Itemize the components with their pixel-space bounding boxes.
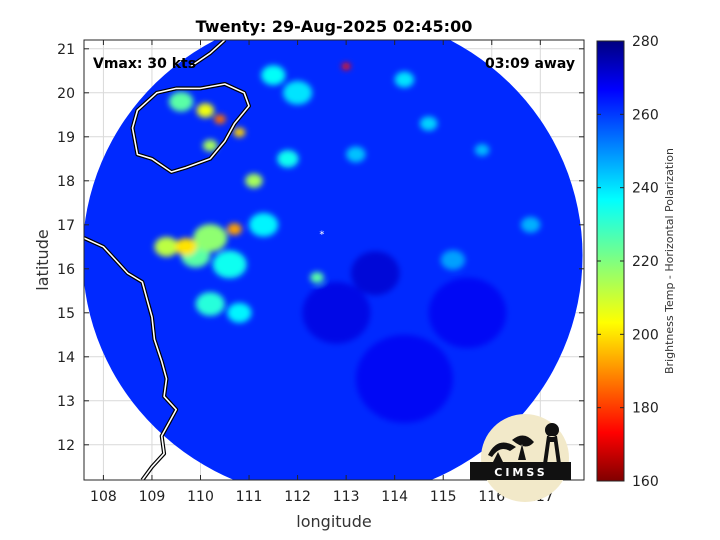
colorbar: 160 180 200 220 240 260 280 Brightness Temp - … — [596, 34, 676, 490]
cold-feature — [227, 223, 242, 236]
y-tick-label: 19 — [57, 130, 75, 146]
chart-title: Twenty: 29-Aug-2025 02:45:00 — [196, 17, 473, 36]
swath — [84, 40, 583, 480]
cold-feature — [419, 116, 438, 131]
warm-feature — [350, 251, 400, 296]
x-tick-label: 113 — [333, 489, 360, 505]
cold-feature — [261, 65, 286, 86]
x-tick-label: 108 — [90, 489, 117, 505]
cold-feature — [249, 212, 279, 237]
warm-feature — [302, 282, 371, 344]
y-axis-ticks: 12 13 14 15 16 17 18 19 20 21 — [57, 42, 584, 454]
logo-band — [470, 462, 571, 480]
colorbar-ticks: 160 180 200 220 240 260 280 — [597, 34, 659, 490]
colorbar-tick-label: 200 — [632, 327, 659, 343]
x-tick-label: 115 — [430, 489, 457, 505]
cold-feature — [168, 91, 194, 112]
x-tick-label: 110 — [187, 489, 214, 505]
warm-feature — [355, 334, 453, 423]
y-tick-label: 20 — [57, 86, 75, 102]
cold-feature — [520, 216, 541, 233]
y-tick-label: 18 — [57, 174, 75, 190]
cold-feature — [195, 292, 225, 316]
storm-center-star-icon: * — [319, 230, 324, 241]
coastline-hainan — [131, 83, 250, 173]
colorbar-gradient — [596, 40, 625, 482]
y-tick-label: 12 — [57, 438, 75, 454]
cold-feature — [193, 224, 228, 252]
warm-feature — [428, 277, 507, 348]
cold-feature — [277, 150, 299, 168]
colorbar-label: Brightness Temp - Horizontal Polarizatio… — [663, 148, 676, 374]
colorbar-tick-label: 220 — [632, 254, 659, 270]
cold-feature — [346, 146, 366, 163]
cold-feature — [196, 103, 215, 118]
y-tick-label: 17 — [57, 218, 75, 234]
time-offset-annotation: 03:09 away — [485, 56, 575, 72]
colorbar-tick-label: 260 — [632, 107, 659, 123]
x-tick-label: 111 — [236, 489, 263, 505]
vmax-annotation: Vmax: 30 kts — [93, 56, 196, 72]
cold-feature — [233, 127, 246, 138]
cold-feature — [440, 250, 466, 270]
cold-feature — [474, 144, 490, 156]
swath-features — [154, 62, 541, 423]
x-axis-ticks: 108109110111112113114115116117 — [90, 40, 554, 505]
cold-feature — [341, 62, 351, 70]
cold-feature — [245, 173, 263, 188]
y-tick-label: 13 — [57, 394, 75, 410]
y-tick-label: 14 — [57, 350, 75, 366]
cold-feature — [154, 236, 179, 257]
cold-feature — [310, 272, 324, 284]
y-tick-label: 15 — [57, 306, 75, 322]
cold-feature — [394, 71, 415, 88]
logo-text: CIMSS — [494, 466, 547, 479]
colorbar-tick-label: 240 — [632, 181, 659, 197]
cold-feature — [214, 114, 226, 124]
logo-dish-icon — [488, 435, 534, 464]
cimss-logo: CIMSS — [470, 414, 571, 502]
axes-frame — [83, 39, 585, 481]
y-axis-label: latitude — [33, 229, 52, 290]
x-tick-label: 112 — [284, 489, 311, 505]
cold-feature — [212, 250, 247, 279]
coastlines — [84, 40, 251, 480]
x-tick-label: 109 — [139, 489, 166, 505]
colorbar-tick-label: 280 — [632, 34, 659, 50]
x-axis-label: longitude — [296, 512, 371, 531]
colorbar-tick-label: 160 — [632, 474, 659, 490]
cold-feature — [283, 80, 313, 105]
coastline-south-china — [190, 40, 226, 68]
coastline-mainland — [84, 237, 177, 480]
y-tick-label: 21 — [57, 42, 75, 58]
cold-feature — [202, 139, 218, 152]
cold-feature — [227, 302, 252, 323]
colorbar-tick-label: 180 — [632, 401, 659, 417]
logo-tower-icon — [543, 423, 561, 464]
x-tick-label: 114 — [381, 489, 408, 505]
y-tick-label: 16 — [57, 262, 75, 278]
cold-feature — [175, 238, 197, 256]
storm-center-marker: * — [319, 230, 324, 241]
